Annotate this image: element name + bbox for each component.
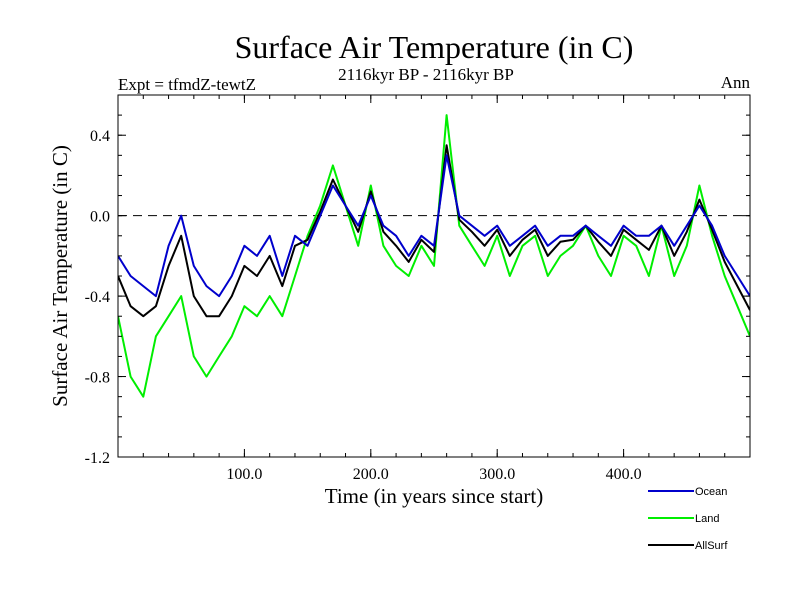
legend-label-allsurf: AllSurf <box>695 540 728 552</box>
chart-subtitle: 2116kyr BP - 2116kyr BP <box>338 65 514 84</box>
legend-label-land: Land <box>695 513 719 525</box>
period-label: Ann <box>721 73 751 92</box>
x-tick-label: 400.0 <box>606 466 642 483</box>
x-tick-label: 300.0 <box>479 466 515 483</box>
series-line-land <box>118 114 750 398</box>
y-tick-label: -1.2 <box>85 450 110 467</box>
legend-label-ocean: Ocean <box>695 486 727 498</box>
y-tick-label: -0.8 <box>85 370 110 387</box>
series-line-ocean <box>118 154 750 298</box>
x-tick-label: 200.0 <box>353 466 389 483</box>
y-tick-label: 0.0 <box>90 209 110 226</box>
y-axis-label: Surface Air Temperature (in C) <box>48 145 72 407</box>
x-tick-label: 100.0 <box>226 466 262 483</box>
series-line-allsurf <box>118 144 750 318</box>
y-tick-label: 0.4 <box>90 128 110 145</box>
plot-frame <box>117 94 751 458</box>
legend: Ocean Land AllSurf <box>648 486 728 552</box>
expt-label: Expt = tfmdZ-tewtZ <box>118 75 256 94</box>
x-axis-label: Time (in years since start) <box>325 484 544 508</box>
chart-title: Surface Air Temperature (in C) <box>235 29 634 65</box>
y-tick-label: -0.4 <box>85 289 110 306</box>
